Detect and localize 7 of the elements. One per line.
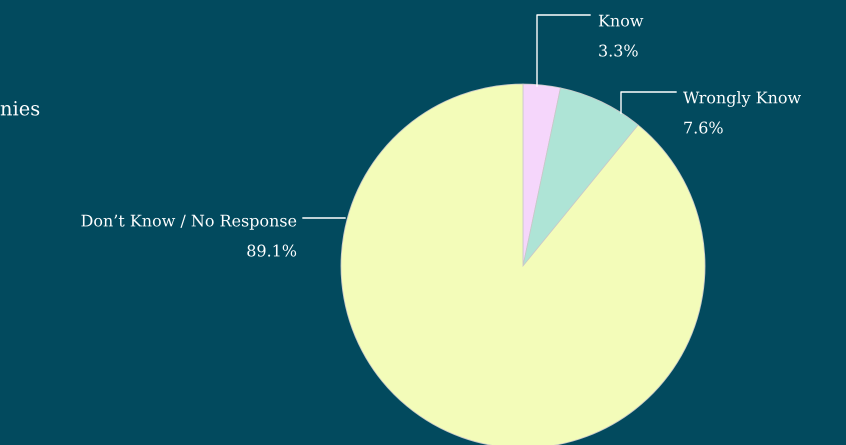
data-label: 3.3% [599,44,638,57]
text: nies [0,101,40,116]
data-label: 7.6% [684,122,723,134]
slice-label: Wrongly Know [683,91,801,107]
slice-label: Don’t Know / No Response [81,214,296,230]
data-label: 89.1% [247,244,296,257]
slice-label: Know [598,14,644,27]
